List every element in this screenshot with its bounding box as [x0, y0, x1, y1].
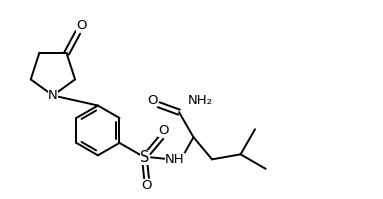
Text: NH₂: NH₂	[187, 94, 213, 107]
Text: S: S	[140, 150, 149, 165]
Text: N: N	[48, 89, 58, 102]
Text: NH: NH	[165, 153, 185, 166]
Text: O: O	[76, 19, 86, 32]
Text: O: O	[158, 124, 169, 137]
Text: O: O	[141, 179, 152, 192]
Text: O: O	[147, 94, 157, 107]
